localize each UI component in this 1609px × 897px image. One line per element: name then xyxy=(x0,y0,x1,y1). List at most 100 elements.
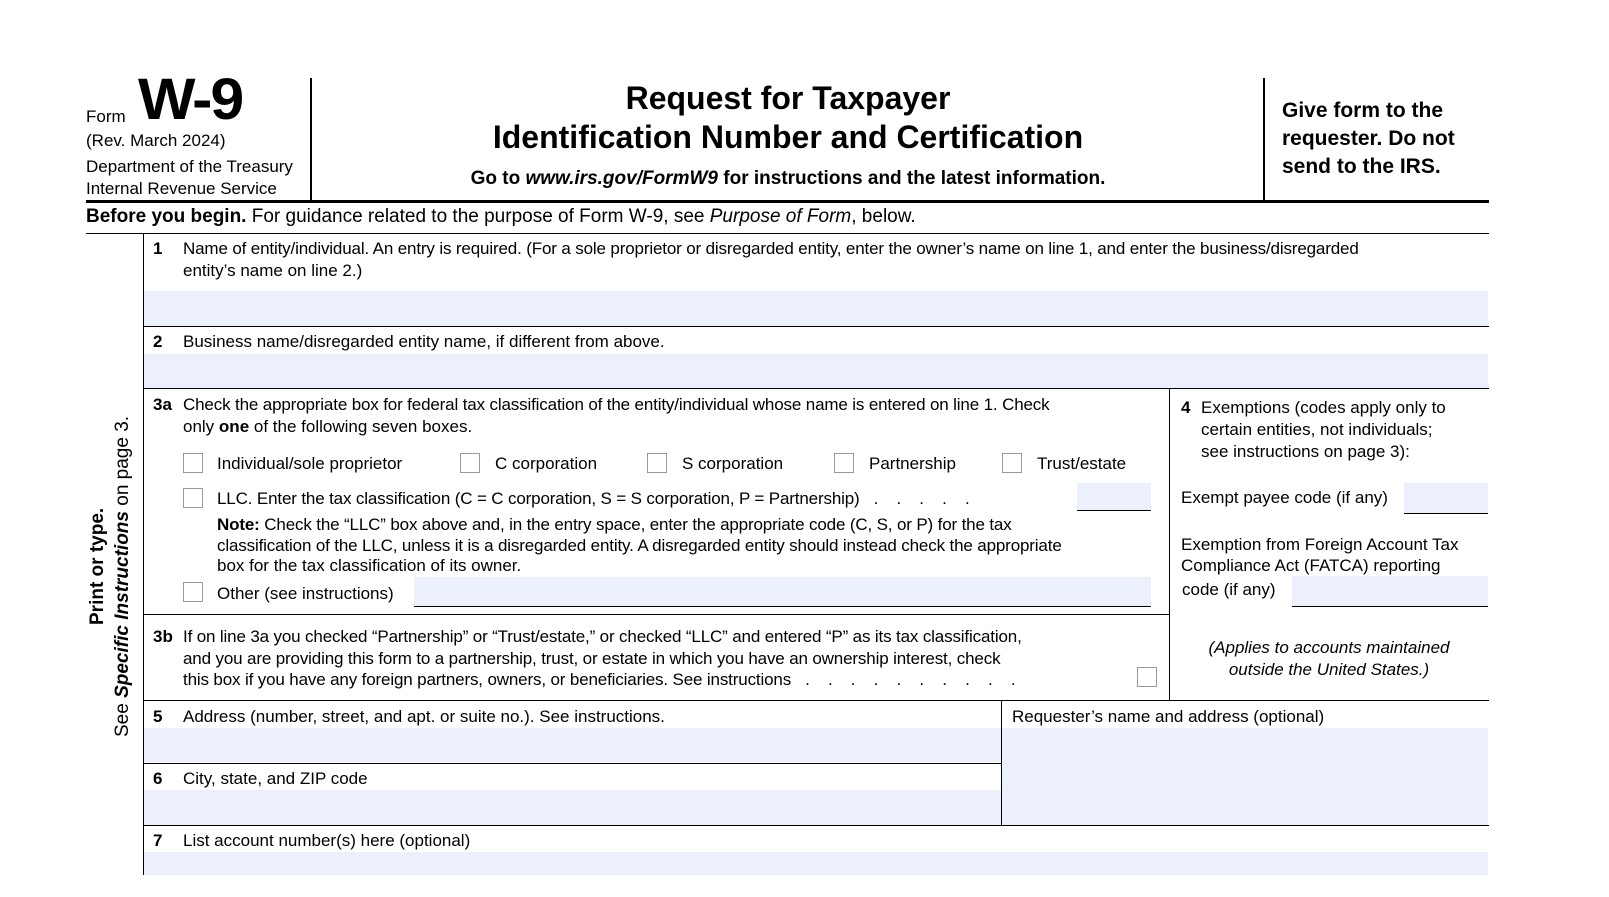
form-title-line2: Identification Number and Certification xyxy=(492,119,1084,155)
address-input[interactable] xyxy=(144,728,1001,762)
exempt-payee-label: Exempt payee code (if any) xyxy=(1181,488,1388,507)
give-form-line3: send to the IRS. xyxy=(1282,155,1441,178)
fatca-input[interactable] xyxy=(1292,576,1488,607)
divider xyxy=(1263,78,1265,201)
give-form-line2: requester. Do not xyxy=(1282,127,1455,150)
s-corp-label: S corporation xyxy=(682,454,784,473)
line6-number: 6 xyxy=(153,769,163,788)
form-title-line1: Request for Taxpayer xyxy=(625,80,951,116)
line7-label: List account number(s) here (optional) xyxy=(183,831,471,850)
revision: (Rev. March 2024) xyxy=(86,131,226,150)
line5-label: Address (number, street, and apt. or sui… xyxy=(183,707,665,726)
llc-dots: . . . . . xyxy=(873,489,970,508)
give-form-line1: Give form to the xyxy=(1282,99,1444,122)
individual-checkbox[interactable] xyxy=(183,453,203,473)
other-input[interactable] xyxy=(414,577,1151,607)
city-state-zip-input[interactable] xyxy=(144,790,1001,825)
divider xyxy=(143,700,1489,701)
note-line2: classification of the LLC, unless it is … xyxy=(217,536,1062,555)
of-following: of the following seven boxes. xyxy=(249,417,473,436)
before-end: , below. xyxy=(851,206,916,227)
print-or-type: Print or type. xyxy=(87,507,108,625)
applies-note: (Applies to accounts maintained xyxy=(1208,638,1450,657)
note-bold: Note: xyxy=(217,515,260,534)
agency: Internal Revenue Service xyxy=(86,179,277,198)
before-bold: Before you begin. xyxy=(86,206,247,227)
llc-row: LLC. Enter the tax classification (C = C… xyxy=(217,489,970,509)
s-corp-checkbox[interactable] xyxy=(647,453,667,473)
exempt-payee-input[interactable] xyxy=(1404,483,1488,514)
see: See xyxy=(112,697,133,737)
line3b-label-cont2: this box if you have any foreign partner… xyxy=(183,670,792,689)
line3b-dots: . . . . . . . . . . xyxy=(805,670,1016,689)
divider xyxy=(143,388,1489,389)
c-corp-checkbox[interactable] xyxy=(460,453,480,473)
line3b-row: this box if you have any foreign partner… xyxy=(183,670,1016,690)
note-text: Check the “LLC” box above and, in the en… xyxy=(259,515,1012,534)
purpose-link: Purpose of Form xyxy=(709,206,852,227)
name-input[interactable] xyxy=(144,291,1488,326)
line3a-label: Check the appropriate box for federal ta… xyxy=(183,395,1050,414)
line3a-number: 3a xyxy=(153,395,172,414)
goto-prefix: Go to xyxy=(470,168,526,189)
line4-label-cont2: see instructions on page 3): xyxy=(1201,442,1410,461)
line4-number: 4 xyxy=(1181,398,1191,417)
line1-label-cont: entity’s name on line 2.) xyxy=(183,261,363,280)
foreign-partners-checkbox[interactable] xyxy=(1137,667,1157,687)
other-label: Other (see instructions) xyxy=(217,584,394,603)
llc-label: LLC. Enter the tax classification (C = C… xyxy=(217,489,860,508)
note-line3: box for the tax classification of its ow… xyxy=(217,556,522,575)
line7-number: 7 xyxy=(153,831,163,850)
divider xyxy=(143,763,1001,764)
divider xyxy=(143,614,1170,615)
partnership-checkbox[interactable] xyxy=(834,453,854,473)
llc-classification-input[interactable] xyxy=(1077,483,1151,511)
requester-input[interactable] xyxy=(1002,728,1488,825)
irs-link[interactable]: www.irs.gov/FormW9 xyxy=(525,168,718,189)
specific-instructions: Specific Instructions xyxy=(112,511,133,698)
trust-estate-label: Trust/estate xyxy=(1037,454,1127,473)
line3b-label: If on line 3a you checked “Partnership” … xyxy=(183,627,1022,646)
other-checkbox[interactable] xyxy=(183,582,203,602)
before-text: For guidance related to the purpose of F… xyxy=(246,206,710,227)
line4-label-cont: certain entities, not individuals; xyxy=(1201,420,1433,439)
goto-suffix: for instructions and the latest informat… xyxy=(717,168,1106,189)
fatca-label: Exemption from Foreign Account Tax xyxy=(1181,535,1459,554)
side-see: See Specific Instructions on page 3. xyxy=(112,416,134,737)
partnership-label: Partnership xyxy=(869,454,956,473)
divider xyxy=(143,234,144,875)
before-you-begin: Before you begin. For guidance related t… xyxy=(86,206,916,228)
requester-label: Requester’s name and address (optional) xyxy=(1012,707,1325,726)
account-numbers-input[interactable] xyxy=(144,852,1488,875)
c-corp-label: C corporation xyxy=(495,454,598,473)
line5-number: 5 xyxy=(153,707,163,726)
line3b-label-cont: and you are providing this form to a par… xyxy=(183,649,1001,668)
divider xyxy=(1169,389,1170,701)
line3a-label-cont: only one of the following seven boxes. xyxy=(183,417,472,437)
line4-label: Exemptions (codes apply only to xyxy=(1201,398,1446,417)
individual-label: Individual/sole proprietor xyxy=(217,454,403,473)
trust-estate-checkbox[interactable] xyxy=(1002,453,1022,473)
divider xyxy=(86,200,1489,203)
line2-number: 2 xyxy=(153,332,163,351)
note-line1: Note: Check the “LLC” box above and, in … xyxy=(217,515,1012,535)
applies-note-cont: outside the United States.) xyxy=(1228,660,1430,679)
fatca-label-cont: Compliance Act (FATCA) reporting xyxy=(1181,556,1441,575)
goto-instructions: Go to www.irs.gov/FormW9 for instruction… xyxy=(312,168,1264,190)
divider xyxy=(1001,700,1002,826)
side-print: Print or type. xyxy=(87,508,109,625)
llc-checkbox[interactable] xyxy=(183,488,203,508)
one: one xyxy=(218,417,250,436)
line1-number: 1 xyxy=(153,239,163,258)
form-number: W-9 xyxy=(138,67,244,132)
divider xyxy=(310,78,312,201)
line1-label: Name of entity/individual. An entry is r… xyxy=(183,239,1359,258)
only: only xyxy=(183,417,219,436)
business-name-input[interactable] xyxy=(144,354,1488,388)
form-word: Form xyxy=(86,107,126,126)
line3b-number: 3b xyxy=(153,627,173,646)
divider xyxy=(143,326,1489,327)
divider xyxy=(143,825,1489,826)
line6-label: City, state, and ZIP code xyxy=(183,769,368,788)
on-page: on page 3. xyxy=(112,415,133,512)
